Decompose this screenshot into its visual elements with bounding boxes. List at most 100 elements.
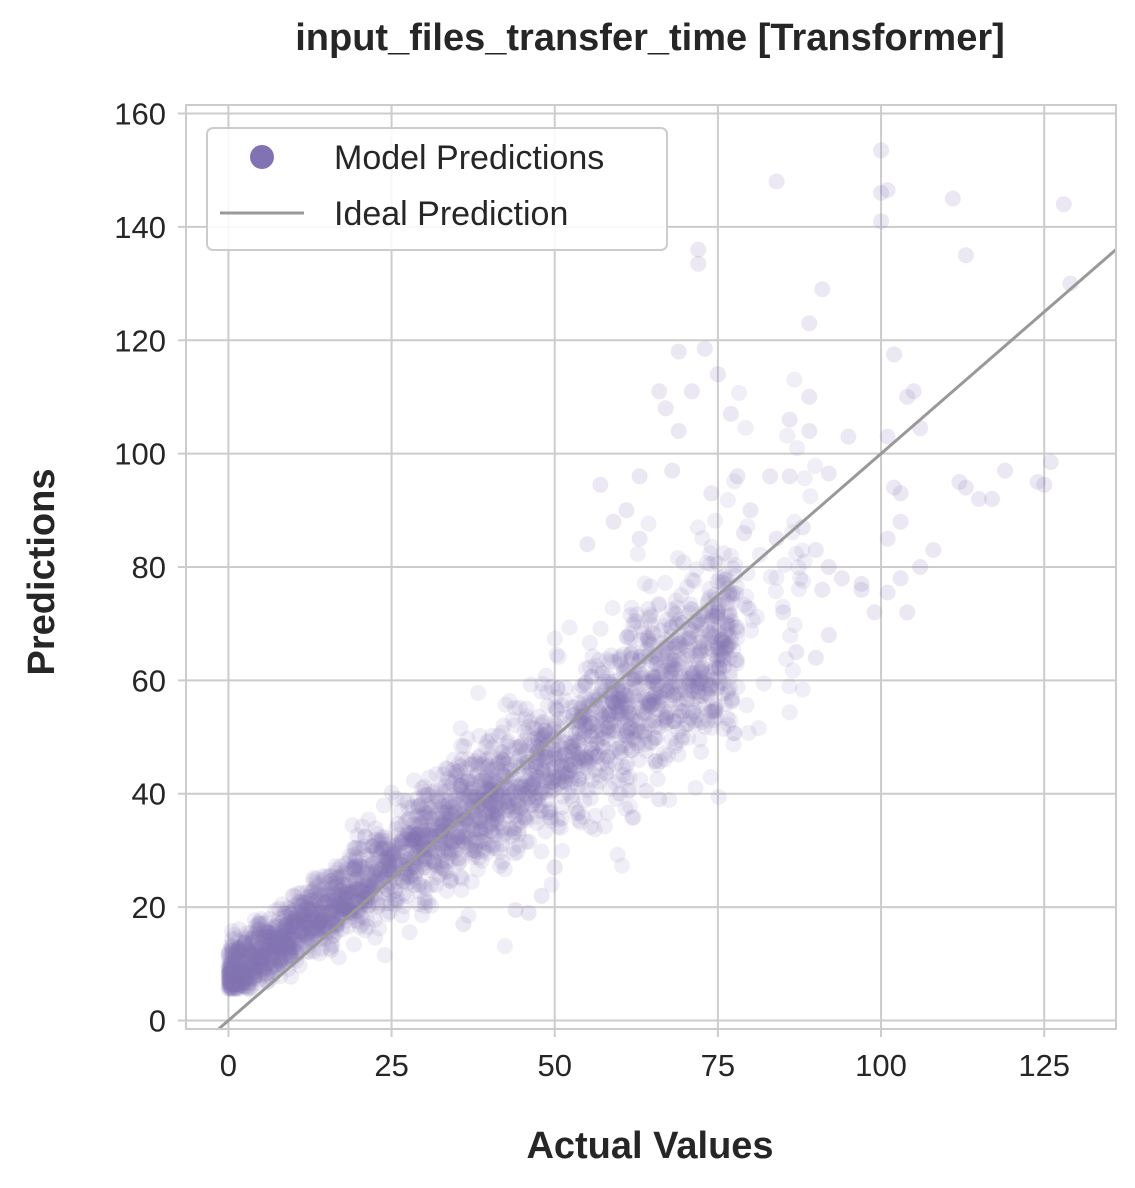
data-point: [646, 729, 663, 746]
data-point: [651, 689, 668, 706]
data-point: [721, 636, 738, 653]
data-point: [463, 798, 480, 815]
data-point: [236, 933, 253, 950]
data-point: [466, 811, 483, 828]
data-point: [231, 969, 247, 986]
data-point: [630, 751, 647, 768]
data-point: [466, 788, 483, 804]
data-point: [269, 951, 286, 968]
data-point: [239, 942, 256, 959]
data-point: [469, 792, 486, 809]
data-point: [557, 773, 574, 790]
data-point: [281, 944, 298, 961]
data-point: [581, 659, 598, 676]
data-point: [542, 750, 559, 766]
data-point: [443, 806, 460, 823]
data-point: [630, 737, 646, 754]
data-point: [618, 699, 635, 716]
data-point: [471, 727, 488, 744]
data-point: [649, 771, 666, 788]
data-point: [382, 843, 399, 860]
data-point: [715, 545, 732, 562]
data-point: [387, 882, 404, 899]
data-point: [387, 837, 404, 854]
data-point: [238, 974, 255, 991]
x-axis-title: Actual Values: [526, 1125, 773, 1167]
data-point: [802, 488, 819, 505]
data-point: [647, 669, 664, 685]
data-point: [522, 676, 539, 693]
data-point: [351, 918, 368, 935]
data-point: [220, 965, 237, 981]
data-point: [223, 954, 240, 971]
data-point: [286, 888, 303, 905]
data-point: [399, 851, 416, 868]
data-point: [629, 721, 646, 738]
data-point: [297, 928, 314, 945]
data-point: [662, 665, 679, 682]
data-point: [696, 665, 712, 682]
data-point: [349, 867, 366, 884]
data-point: [255, 962, 272, 979]
data-point: [516, 794, 533, 811]
data-point: [412, 831, 429, 848]
data-point: [272, 953, 289, 970]
data-point: [892, 513, 909, 530]
data-point: [702, 769, 719, 786]
data-point: [440, 844, 457, 861]
data-point: [387, 882, 403, 899]
data-point: [719, 684, 736, 701]
data-point: [556, 746, 573, 763]
data-point: [716, 568, 733, 585]
data-point: [591, 703, 608, 720]
data-point: [438, 854, 455, 870]
data-point: [283, 968, 300, 985]
data-point: [620, 661, 637, 678]
data-point: [224, 970, 241, 987]
data-point: [232, 942, 249, 959]
data-point: [512, 800, 529, 816]
data-point: [548, 702, 565, 719]
legend-label-ideal-prediction: Ideal Prediction: [334, 195, 568, 233]
data-point: [703, 663, 720, 680]
data-point: [292, 923, 309, 940]
data-point: [663, 656, 680, 673]
data-point: [435, 829, 452, 845]
data-point: [688, 707, 705, 724]
data-point: [432, 781, 449, 797]
data-point: [583, 740, 600, 757]
data-point: [502, 821, 519, 837]
data-point: [628, 680, 645, 697]
data-point: [250, 945, 267, 962]
data-point: [486, 797, 503, 814]
data-point: [273, 945, 289, 962]
data-point: [257, 941, 273, 958]
data-point: [703, 485, 720, 502]
data-point: [293, 898, 310, 915]
data-point: [533, 683, 550, 700]
data-point: [401, 824, 418, 841]
data-point: [461, 816, 478, 833]
data-point: [258, 927, 275, 944]
data-point: [226, 965, 243, 981]
data-point: [294, 897, 311, 914]
data-point: [605, 694, 622, 711]
data-point: [409, 844, 426, 861]
data-point: [228, 976, 245, 993]
data-point: [555, 740, 572, 757]
data-point: [620, 704, 637, 721]
data-point: [466, 830, 483, 847]
data-point: [380, 851, 397, 868]
data-point: [563, 787, 580, 804]
data-point: [232, 976, 249, 993]
data-point: [222, 967, 239, 984]
data-point: [649, 675, 666, 692]
data-point: [280, 926, 297, 943]
data-point: [678, 660, 695, 677]
data-point: [299, 914, 316, 931]
data-point: [338, 855, 355, 872]
data-point: [385, 842, 402, 859]
data-point: [558, 757, 575, 774]
data-point: [610, 677, 627, 694]
data-point: [242, 936, 259, 953]
